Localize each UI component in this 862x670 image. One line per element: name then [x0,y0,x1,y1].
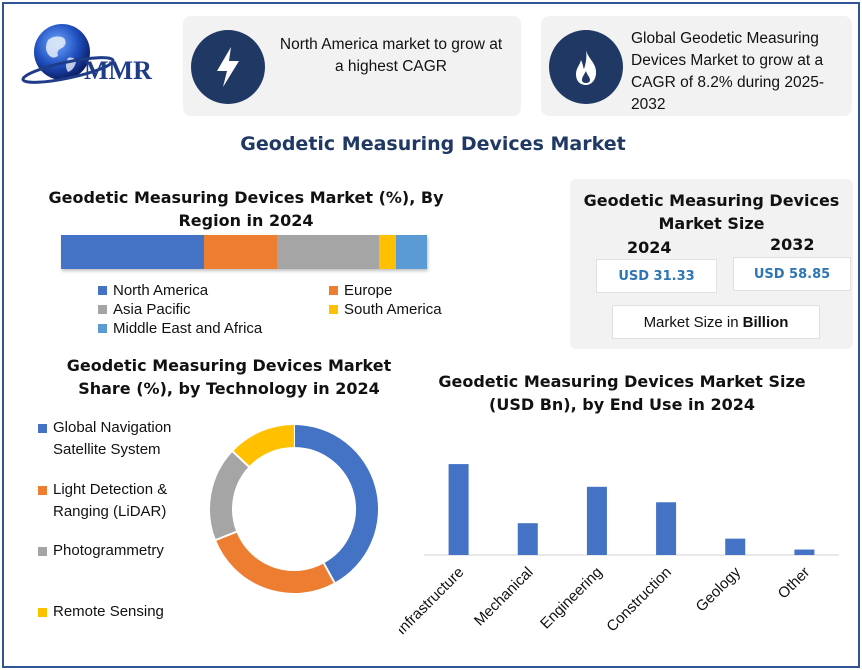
legend-line: Ranging (LiDAR) [53,503,167,520]
legend-label: Photogrammetry [53,542,164,559]
title-line: Market Size [658,214,765,233]
bar-segment-europe [203,235,277,269]
info-text-north-america: North America market to grow at a highes… [267,34,515,78]
legend-label: North America [113,282,209,299]
legend-asia-pacific: Asia Pacific [98,301,191,318]
flame-icon [549,30,623,104]
legend-swatch [98,305,107,314]
page-title: Geodetic Measuring Devices Market [240,133,626,155]
region-stacked-bar [61,235,427,269]
donut-slice-photogrammetry [210,451,250,540]
legend-north-america: North America [98,282,208,299]
bar-other [794,549,815,555]
legend-label: Middle East and Africa [113,320,263,337]
legend-europe: Europe [329,282,392,299]
bar-construction [656,502,677,555]
technology-donut-chart [210,424,378,593]
title-line: (USD Bn), by End Use in 2024 [489,395,755,414]
title-line: Geodetic Measuring Devices [583,191,840,210]
info-text-global-cagr: Global Geodetic Measuring Devices Market… [631,28,849,116]
tick-label-infrastructure: Infrastructure [399,564,467,639]
value-2024: USD 31.33 [596,259,717,293]
lightning-bolt-icon [191,30,265,104]
region-chart-title: Geodetic Measuring Devices Market (%), B… [44,186,448,232]
legend-swatch [38,608,47,617]
legend-label: South America [344,301,442,318]
legend-swatch [38,547,47,556]
tick-label-other: Other [775,564,814,603]
donut-slice-remote-sensing [232,425,295,467]
legend-label: Light Detection & Ranging (LiDAR) [53,479,167,523]
year-2024: 2024 [627,238,672,257]
info-line: a highest CAGR [335,58,447,75]
bar-geology [725,538,746,555]
legend-label: Asia Pacific [113,301,191,318]
info-box-global-cagr: Global Geodetic Measuring Devices Market… [541,16,852,116]
legend-swatch [38,424,47,433]
legend-swatch [98,286,107,295]
legend-swatch [329,305,338,314]
bar-mechanical [517,523,538,555]
bar-engineering [586,486,607,555]
donut-separator [322,561,336,584]
title-line: Geodetic Measuring Devices Market [66,356,392,375]
unit-prefix: Market Size in [643,313,739,331]
logo-text: MMR [84,56,152,85]
tick-label-mechanical: Mechanical [471,564,537,630]
market-size-title: Geodetic Measuring Devices Market Size [570,189,853,235]
legend-lidar: Light Detection & Ranging (LiDAR) [38,479,167,523]
title-line: Region in 2024 [178,211,314,230]
info-line: CAGR of 8.2% during 2025- [631,74,824,91]
legend-line: Global Navigation [53,419,172,436]
legend-swatch [38,486,47,495]
technology-chart-title: Geodetic Measuring Devices Market Share … [44,354,414,400]
legend-line: Light Detection & [53,481,168,498]
legend-remote-sensing: Remote Sensing [38,601,164,623]
legend-middle-east-africa: Middle East and Africa [98,320,262,337]
legend-swatch [98,324,107,333]
title-line: Share (%), by Technology in 2024 [78,379,380,398]
bar-segment-middle-east-and-africa [395,235,427,269]
info-line: North America market to grow at [279,36,503,53]
legend-south-america: South America [329,301,442,318]
bar-segment-north-america [61,235,204,269]
donut-separator [214,530,238,542]
legend-gnss: Global Navigation Satellite System [38,417,171,461]
bar-infrastructure [448,464,469,555]
legend-photogrammetry: Photogrammetry [38,540,164,562]
legend-label: Remote Sensing [53,603,164,620]
donut-slice-light-detection-ranging-lidar- [215,531,335,593]
market-size-unit: Market Size in Billion [612,305,820,339]
legend-label: Global Navigation Satellite System [53,417,171,461]
bar-segment-asia-pacific [276,235,380,269]
end-use-chart-title: Geodetic Measuring Devices Market Size (… [434,370,810,416]
info-line: Global Geodetic Measuring [631,30,819,47]
info-line: Devices Market to grow at a [631,52,824,69]
legend-swatch [329,286,338,295]
donut-separator [231,450,251,468]
legend-line: Satellite System [53,441,161,458]
info-line: 2032 [631,96,666,113]
info-box-north-america: North America market to grow at a highes… [183,16,521,116]
bar-segment-south-america [379,235,396,269]
donut-slice-global-navigation-satellite-system [293,425,378,583]
unit-bold: Billion [742,313,789,331]
year-2032: 2032 [770,235,815,254]
tick-label-geology: Geology [693,563,745,615]
globe-icon [21,24,115,84]
market-size-panel: Geodetic Measuring Devices Market Size 2… [570,179,853,349]
title-line: Geodetic Measuring Devices Market Size [438,372,806,391]
value-2032: USD 58.85 [733,257,851,291]
tick-label-construction: Construction [603,564,675,636]
end-use-bar-chart: Infrastructure Mechanical EngineeringConst… [399,464,839,639]
tick-label-engineering: Engineering [537,564,606,633]
legend-label: Europe [344,282,393,299]
mmr-logo: MMR [18,18,178,88]
title-line: Geodetic Measuring Devices Market (%), B… [48,188,444,207]
